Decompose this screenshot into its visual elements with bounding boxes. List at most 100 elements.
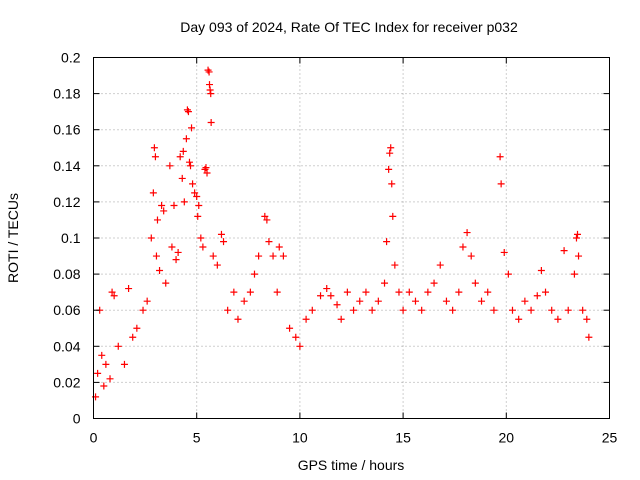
y-tick-label: 0.06 (53, 302, 80, 318)
data-point (207, 90, 215, 98)
data-point (308, 306, 316, 314)
data-point (395, 288, 403, 296)
data-point (150, 144, 158, 152)
data-point (261, 212, 269, 220)
data-point (554, 315, 562, 323)
data-point (133, 324, 141, 332)
y-tick-label: 0.14 (53, 158, 80, 174)
data-point (350, 306, 358, 314)
data-point (463, 229, 471, 237)
data-point (166, 162, 174, 170)
y-tick-label: 0.16 (53, 122, 80, 138)
chart-title: Day 093 of 2024, Rate Of TEC Index for r… (180, 19, 518, 35)
data-point (263, 216, 271, 224)
data-point (178, 174, 186, 182)
data-point (548, 306, 556, 314)
data-point (158, 202, 166, 210)
x-tick-label: 20 (499, 430, 515, 446)
data-point (497, 180, 505, 188)
data-point (184, 108, 192, 116)
axis-ticks (93, 57, 610, 419)
data-point (160, 207, 168, 215)
data-point (176, 153, 184, 161)
data-point (585, 333, 593, 341)
data-point (204, 66, 212, 74)
data-point (405, 288, 413, 296)
data-point (560, 247, 568, 255)
data-point (199, 243, 207, 251)
data-point (179, 147, 187, 155)
data-point (515, 315, 523, 323)
data-point (449, 306, 457, 314)
data-point (162, 279, 170, 287)
data-point (500, 248, 508, 256)
x-tick-label: 0 (90, 430, 98, 446)
data-point (250, 270, 258, 278)
y-tick-label: 0.04 (53, 338, 80, 354)
data-point (455, 288, 463, 296)
data-point (125, 285, 133, 293)
data-point (205, 81, 213, 89)
data-point (149, 189, 157, 197)
data-point (183, 106, 191, 114)
data-point (490, 306, 498, 314)
x-tick-label: 10 (292, 430, 308, 446)
data-point (255, 252, 263, 260)
x-tick-label: 25 (602, 430, 618, 446)
data-point (374, 297, 382, 305)
data-point (442, 297, 450, 305)
data-point (102, 360, 110, 368)
data-point (368, 306, 376, 314)
data-point (143, 297, 151, 305)
data-point (100, 382, 108, 390)
data-point (168, 243, 176, 251)
data-point (327, 292, 335, 300)
y-tick-label: 0.2 (61, 50, 81, 66)
y-tick-label: 0.08 (53, 266, 80, 282)
data-point (471, 279, 479, 287)
data-point (478, 297, 486, 305)
data-point (356, 297, 364, 305)
data-point (203, 169, 211, 177)
data-point (114, 342, 122, 350)
data-point (147, 234, 155, 242)
data-point (337, 315, 345, 323)
data-point (139, 306, 147, 314)
data-point (388, 180, 396, 188)
data-point (213, 261, 221, 269)
tick-labels: 0 0.02 0.04 0.06 0.08 0.1 0.12 0.14 0.16 0.18 0.2 0… (53, 50, 617, 446)
data-point (292, 333, 300, 341)
data-point (508, 306, 516, 314)
data-point (182, 135, 190, 143)
data-point (246, 288, 254, 296)
data-point (564, 306, 572, 314)
data-point (537, 266, 545, 274)
data-point (579, 306, 587, 314)
data-point (333, 301, 341, 309)
data-point (484, 288, 492, 296)
data-point (172, 256, 180, 264)
data-point (220, 238, 228, 246)
data-point (286, 324, 294, 332)
data-point (120, 360, 128, 368)
data-point (504, 270, 512, 278)
data-point (152, 252, 160, 260)
data-point (185, 158, 193, 166)
data-point (436, 261, 444, 269)
y-tick-label: 0.02 (53, 374, 80, 390)
data-point (191, 189, 199, 197)
data-point (234, 315, 242, 323)
data-point (542, 288, 550, 296)
data-point (343, 288, 351, 296)
data-point (110, 292, 118, 300)
data-point (302, 315, 310, 323)
data-point (188, 124, 196, 132)
data-point (521, 297, 529, 305)
data-point (279, 252, 287, 260)
data-point (224, 306, 232, 314)
data-point (174, 248, 182, 256)
data-point (273, 288, 281, 296)
data-point (430, 279, 438, 287)
data-point (197, 234, 205, 242)
